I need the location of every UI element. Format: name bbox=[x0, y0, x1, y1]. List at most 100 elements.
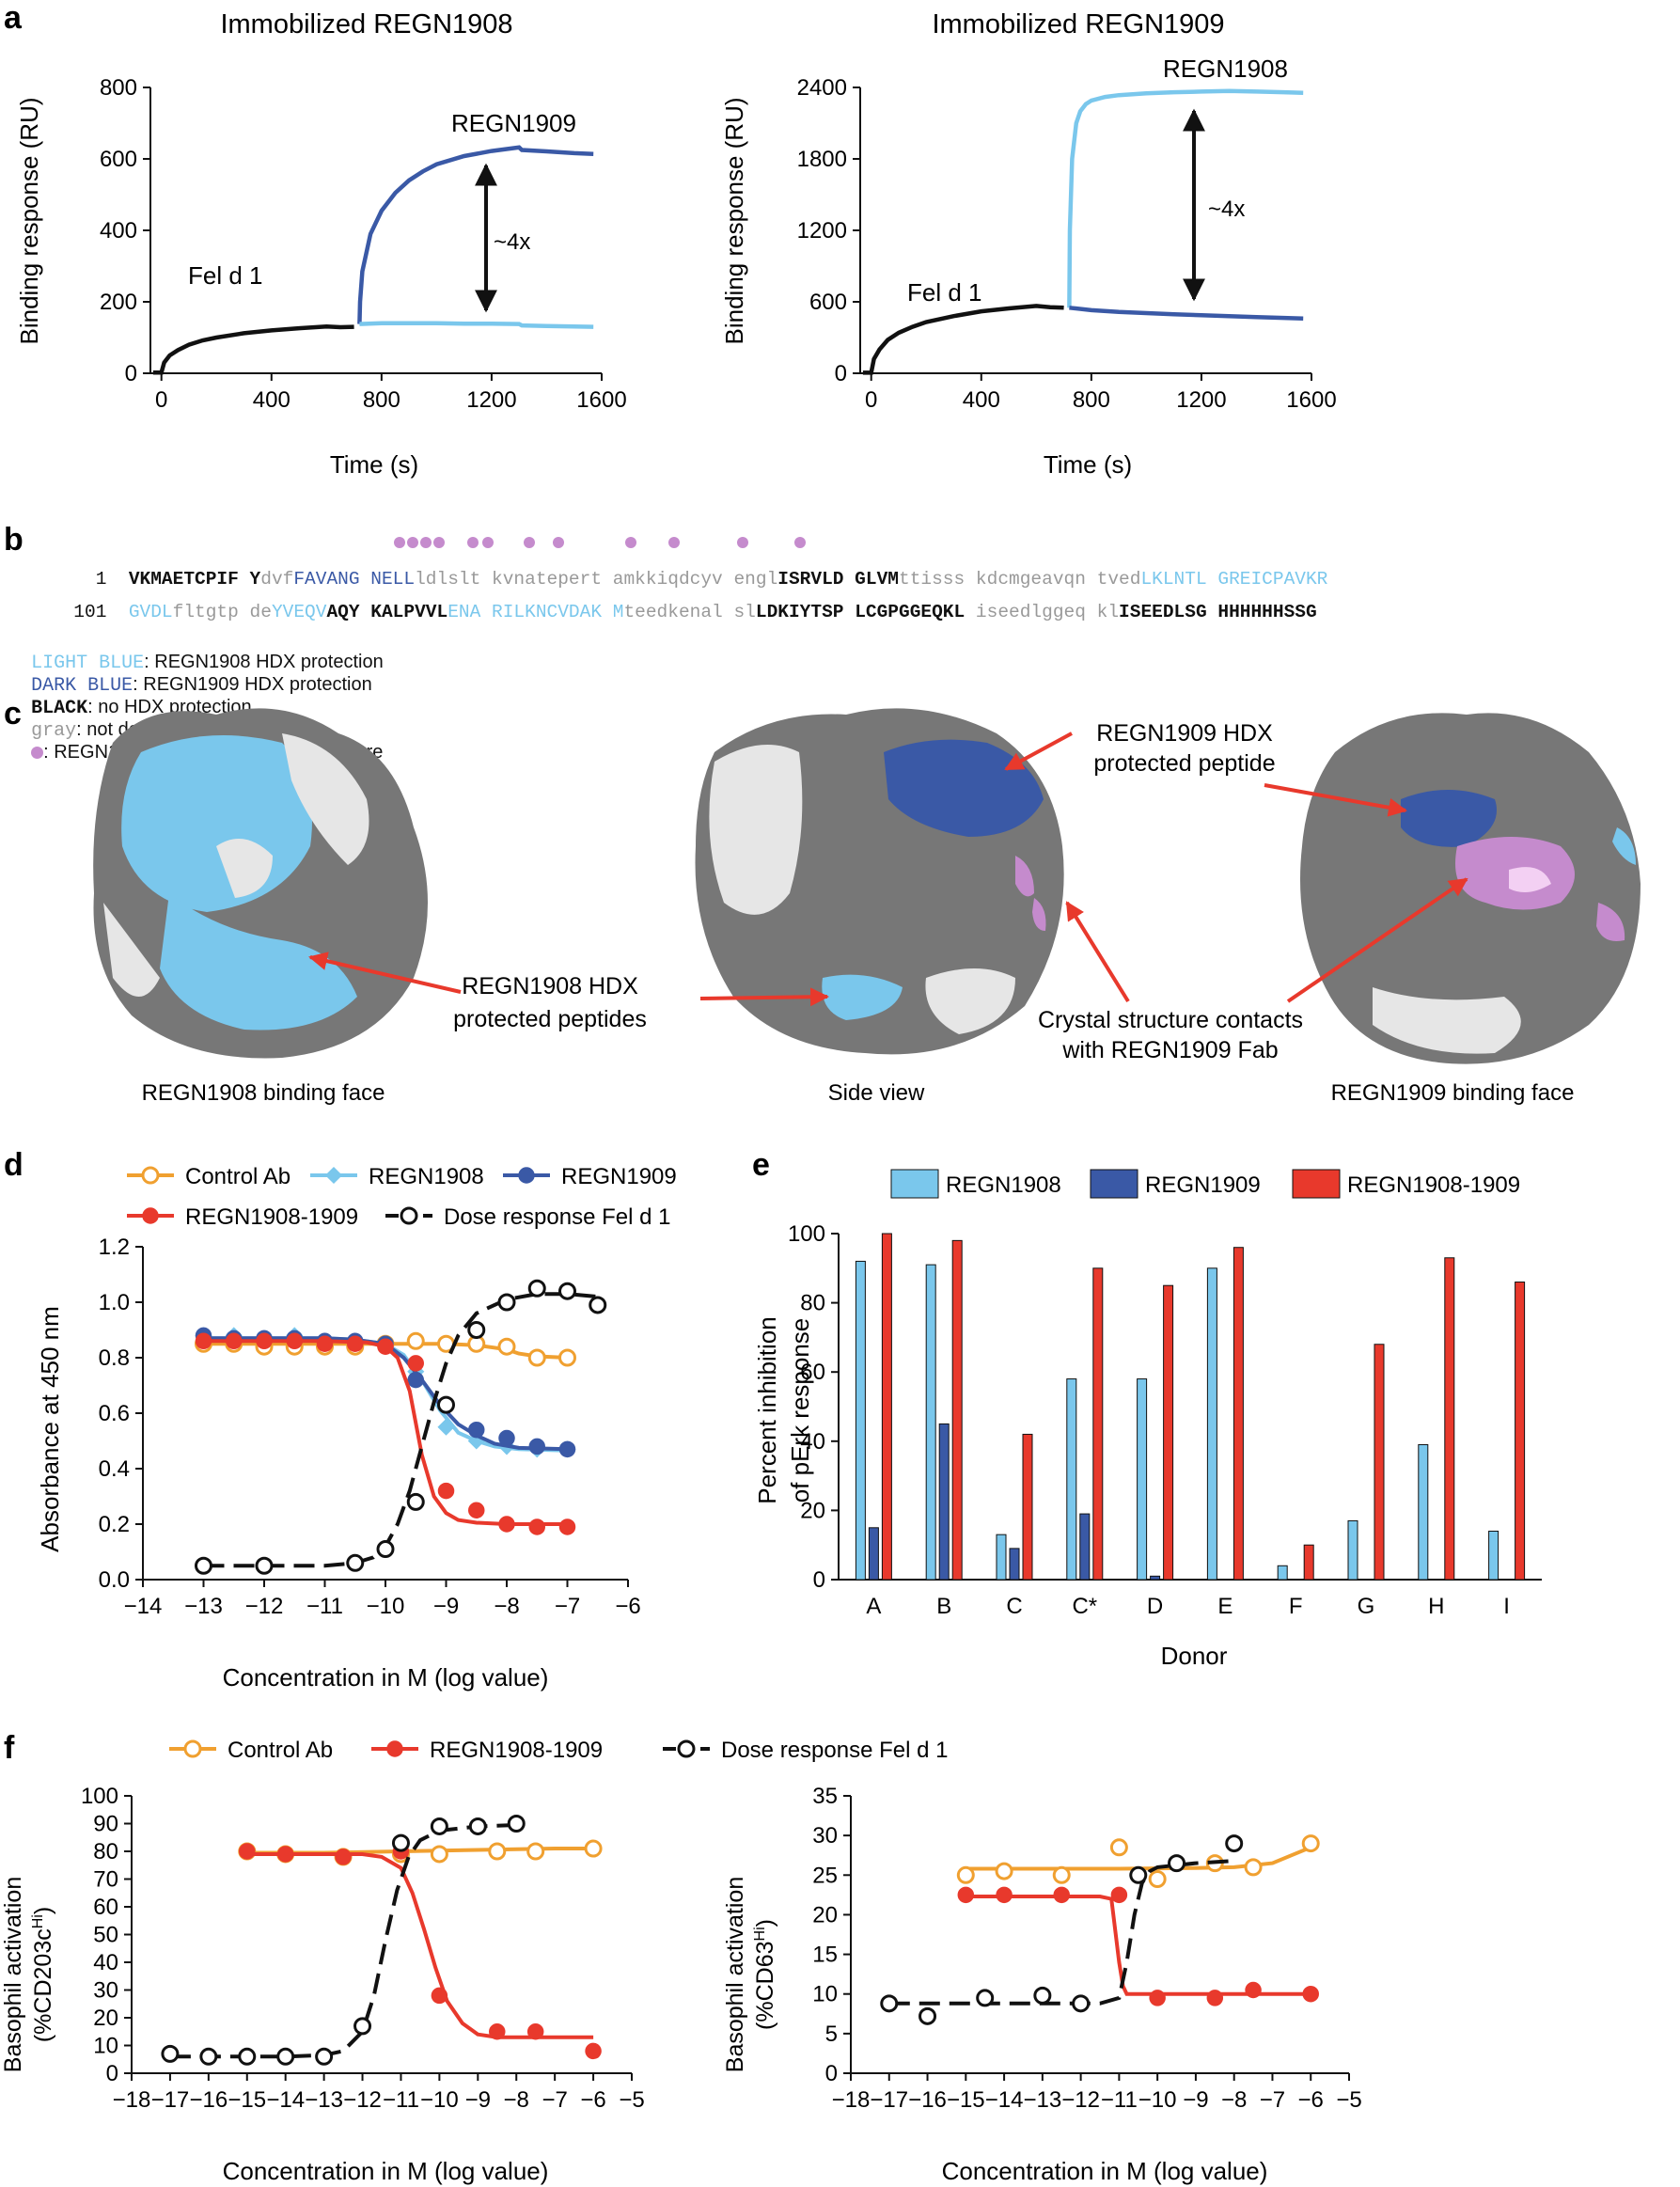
data-point-regn1908-1909 bbox=[498, 1516, 515, 1533]
y-tick-label: 5 bbox=[825, 2022, 838, 2047]
data-point-control-ab bbox=[1301, 1834, 1320, 1853]
category-label: A bbox=[866, 1594, 881, 1619]
bar-regn1908-1909 bbox=[1303, 1544, 1314, 1581]
data-point-control-ab bbox=[1148, 1870, 1167, 1888]
category-label: E bbox=[1217, 1594, 1233, 1619]
x-tick-label: −5 bbox=[1336, 2087, 1361, 2113]
bar-regn1908 bbox=[1277, 1565, 1288, 1581]
y-tick-label: 80 bbox=[800, 1291, 825, 1316]
legend-d-item-label: REGN1909 bbox=[561, 1164, 677, 1189]
a-left-xlabel: Time (s) bbox=[330, 450, 418, 479]
data-point-dose-response-fel-d-1 bbox=[1129, 1865, 1148, 1884]
data-point-control-ab bbox=[584, 1839, 603, 1858]
y-tick-label: 0.0 bbox=[99, 1567, 130, 1593]
seq-segment: fltgtp de bbox=[172, 602, 272, 622]
category-label: B bbox=[936, 1594, 951, 1619]
data-point-regn1908-1909 bbox=[1110, 1886, 1128, 1904]
data-point-regn1908-1909 bbox=[335, 1849, 352, 1865]
a-left-feld1-label: Fel d 1 bbox=[188, 261, 263, 290]
legend-e: REGN1908 REGN1909 REGN1908-1909 bbox=[890, 1169, 1520, 1199]
x-tick-label: −5 bbox=[619, 2087, 644, 2113]
c-caption-right: REGN1909 binding face bbox=[1331, 1080, 1575, 1106]
series-line-regn1908 bbox=[1067, 88, 1304, 308]
seq-segment: ttisss kdcmgeavqn tved bbox=[899, 569, 1141, 590]
f-right-ylabel-main: Basophil activation bbox=[722, 1877, 748, 2072]
data-point-dose-response-fel-d-1 bbox=[1033, 1986, 1052, 2005]
f-left-xlabel: Concentration in M (log value) bbox=[223, 2157, 549, 2185]
bar-regn1908-1909 bbox=[1022, 1433, 1033, 1581]
y-tick-label: 0.2 bbox=[99, 1512, 130, 1537]
bar-regn1908 bbox=[855, 1260, 866, 1581]
data-point-regn1908-1909 bbox=[276, 1846, 294, 1863]
data-point-regn1908-1909 bbox=[347, 1335, 364, 1352]
a-right-ab-label: REGN1908 bbox=[1163, 55, 1288, 83]
legend-e-label: REGN1908 bbox=[946, 1172, 1061, 1198]
x-tick-label: 1200 bbox=[1176, 387, 1226, 413]
y-tick-label: 100 bbox=[81, 1784, 118, 1809]
a-left-ylabel: Binding response (RU) bbox=[15, 97, 43, 344]
bar-regn1908 bbox=[1137, 1378, 1148, 1581]
data-point-control-ab bbox=[497, 1337, 516, 1356]
panel-letter-a: a bbox=[4, 0, 23, 36]
y-tick-label: 0 bbox=[813, 1567, 825, 1593]
data-point-dose-response-fel-d-1 bbox=[467, 1321, 486, 1339]
legend-e-swatch bbox=[1292, 1169, 1341, 1199]
d-ylabel: Absorbance at 450 nm bbox=[36, 1306, 64, 1552]
legend-d-item-label: REGN1908 bbox=[369, 1164, 484, 1189]
data-point-dose-response-fel-d-1 bbox=[255, 1556, 274, 1575]
x-tick-label: −13 bbox=[184, 1594, 223, 1619]
c-arrow-1908-left bbox=[308, 952, 462, 994]
data-point-control-ab bbox=[1109, 1838, 1128, 1857]
y-tick-label: 1.0 bbox=[99, 1290, 130, 1315]
category-label: G bbox=[1358, 1594, 1375, 1619]
bar-regn1908-1909 bbox=[1515, 1282, 1526, 1581]
f-left-ylabel-main: Basophil activation bbox=[0, 1877, 26, 2072]
data-point-dose-response-fel-d-1 bbox=[195, 1556, 212, 1575]
category-label: D bbox=[1147, 1594, 1163, 1619]
x-tick-label: −11 bbox=[306, 1594, 343, 1619]
legend-e-label: REGN1908-1909 bbox=[1347, 1172, 1520, 1198]
contact-dot bbox=[737, 537, 748, 548]
contact-dot bbox=[407, 537, 418, 548]
x-tick-label: −13 bbox=[1023, 2087, 1061, 2113]
y-tick-label: 0 bbox=[835, 361, 847, 386]
fit-curve-regn1908-1909 bbox=[966, 1895, 1311, 1996]
surface-left bbox=[93, 708, 429, 1059]
legend-f-item-label: REGN1908-1909 bbox=[430, 1738, 603, 1763]
bar-regn1908 bbox=[1488, 1530, 1499, 1581]
x-tick-label: −9 bbox=[465, 2087, 491, 2113]
data-point-dose-response-fel-d-1 bbox=[507, 1815, 526, 1833]
data-point-dose-response-fel-d-1 bbox=[976, 1989, 995, 2007]
a-right-feld1-label: Fel d 1 bbox=[907, 278, 982, 307]
category-label: F bbox=[1289, 1594, 1303, 1619]
f-left-ylabel-sup: Hi bbox=[30, 1914, 46, 1928]
data-point-regn1908-1909 bbox=[528, 1518, 545, 1535]
data-point-regn1908-1909 bbox=[377, 1338, 394, 1355]
legend-d-item-label: Control Ab bbox=[185, 1164, 290, 1189]
legend-d-item-label: REGN1908-1909 bbox=[185, 1204, 358, 1230]
x-tick-label: −7 bbox=[555, 1594, 580, 1619]
contact-dot bbox=[794, 537, 806, 548]
f-left-ylabel-sub-text: (%CD203c bbox=[30, 1928, 56, 2042]
bar-regn1908 bbox=[1418, 1443, 1429, 1581]
data-point-regn1908-1909 bbox=[256, 1332, 273, 1350]
data-point-dose-response-fel-d-1 bbox=[468, 1817, 487, 1835]
e-xlabel: Donor bbox=[1161, 1642, 1228, 1670]
data-point-dose-response-fel-d-1 bbox=[430, 1817, 448, 1835]
contact-dot bbox=[433, 537, 445, 548]
data-point-dose-response-fel-d-1 bbox=[558, 1282, 576, 1300]
data-point-dose-response-fel-d-1 bbox=[919, 2006, 937, 2025]
bar-regn1908-1909 bbox=[1163, 1284, 1174, 1581]
category-label: C bbox=[1006, 1594, 1022, 1619]
x-tick-label: −8 bbox=[494, 1594, 519, 1619]
data-point-dose-response-fel-d-1 bbox=[1225, 1834, 1244, 1853]
data-point-dose-response-fel-d-1 bbox=[437, 1395, 455, 1414]
data-point-regn1908-1909 bbox=[957, 1886, 975, 1904]
x-tick-label: −17 bbox=[870, 2087, 908, 2113]
data-point-regn1908-1909 bbox=[239, 1843, 256, 1860]
legend-f: Control Ab REGN1908-1909 Dose response Fel… bbox=[169, 1738, 948, 1763]
legend-d-item-swatch-marker bbox=[518, 1167, 535, 1184]
bar-regn1909 bbox=[1150, 1575, 1161, 1581]
sequence-line-2: 101 GVDLfltgtp deYVEQVAQY KALPVVLENA RIL… bbox=[47, 581, 1316, 622]
data-point-regn1908-1909 bbox=[996, 1886, 1013, 1904]
